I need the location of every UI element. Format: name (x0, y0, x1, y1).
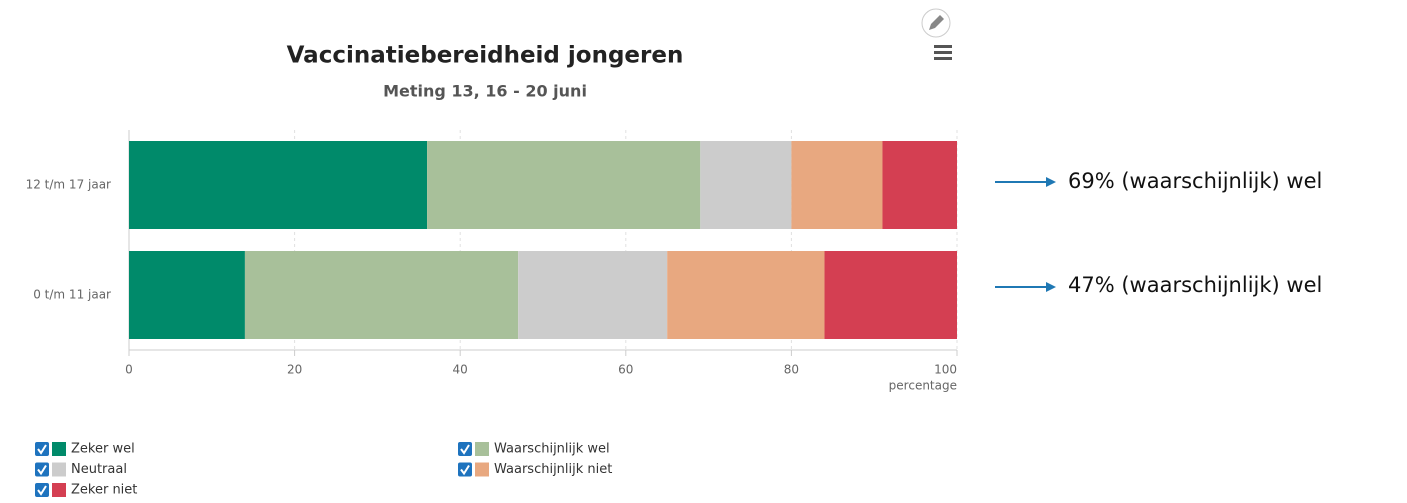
bar-segment (667, 251, 825, 339)
legend-item[interactable]: Zeker wel (35, 442, 135, 457)
x-tick-label: 0 (125, 363, 133, 377)
checkmark (460, 464, 470, 476)
bar-segment (700, 141, 792, 229)
x-axis-label: percentage (889, 379, 957, 393)
legend-swatch (475, 442, 489, 456)
checkmark (37, 464, 47, 476)
legend-checkbox[interactable] (458, 462, 472, 477)
legend-swatch (475, 462, 489, 477)
legend-swatch (52, 483, 66, 497)
y-tick-label: 12 t/m 17 jaar (26, 178, 111, 192)
legend-label: Neutraal (71, 462, 127, 477)
legend-item[interactable]: Waarschijnlijk wel (458, 442, 610, 457)
annotation: 47% (waarschijnlijk) wel (1068, 273, 1322, 297)
chart-subtitle: Meting 13, 16 - 20 juni (383, 82, 587, 101)
bar-segment (518, 251, 668, 339)
legend-checkbox[interactable] (458, 442, 472, 456)
annotation: 69% (waarschijnlijk) wel (1068, 169, 1322, 193)
legend-checkbox[interactable] (35, 442, 49, 456)
menu-button[interactable] (934, 45, 952, 60)
x-tick-label: 40 (453, 363, 468, 377)
checkmark (37, 444, 47, 455)
legend-swatch (52, 462, 66, 477)
bar-segment (129, 141, 428, 229)
edit-button[interactable] (921, 8, 951, 38)
legend-item[interactable]: Neutraal (35, 462, 127, 477)
bar-segment (824, 251, 957, 339)
x-tick-label: 60 (618, 363, 633, 377)
legend-checkbox[interactable] (35, 462, 49, 477)
bar-segment (244, 251, 519, 339)
checkmark (460, 444, 470, 455)
x-tick-label: 80 (784, 363, 799, 377)
bar-segment (427, 141, 701, 229)
y-tick-label: 0 t/m 11 jaar (33, 288, 111, 302)
bar-segment (129, 251, 245, 339)
legend-item[interactable]: Zeker niet (35, 483, 137, 498)
legend-label: Waarschijnlijk wel (494, 442, 610, 457)
legend-label: Zeker niet (71, 483, 137, 498)
x-tick-label: 100 (934, 363, 957, 377)
legend-item[interactable]: Waarschijnlijk niet (458, 462, 612, 477)
bar-segment (791, 141, 883, 229)
legend-label: Waarschijnlijk niet (494, 462, 612, 477)
x-tick-label: 20 (287, 363, 302, 377)
annotation-arrow (995, 177, 1056, 292)
bar-segment (882, 141, 957, 229)
legend-swatch (52, 442, 66, 456)
chart-title: Vaccinatiebereidheid jongeren (287, 43, 684, 69)
legend-checkbox[interactable] (35, 483, 49, 497)
legend-label: Zeker wel (71, 442, 135, 457)
checkmark (37, 485, 47, 496)
